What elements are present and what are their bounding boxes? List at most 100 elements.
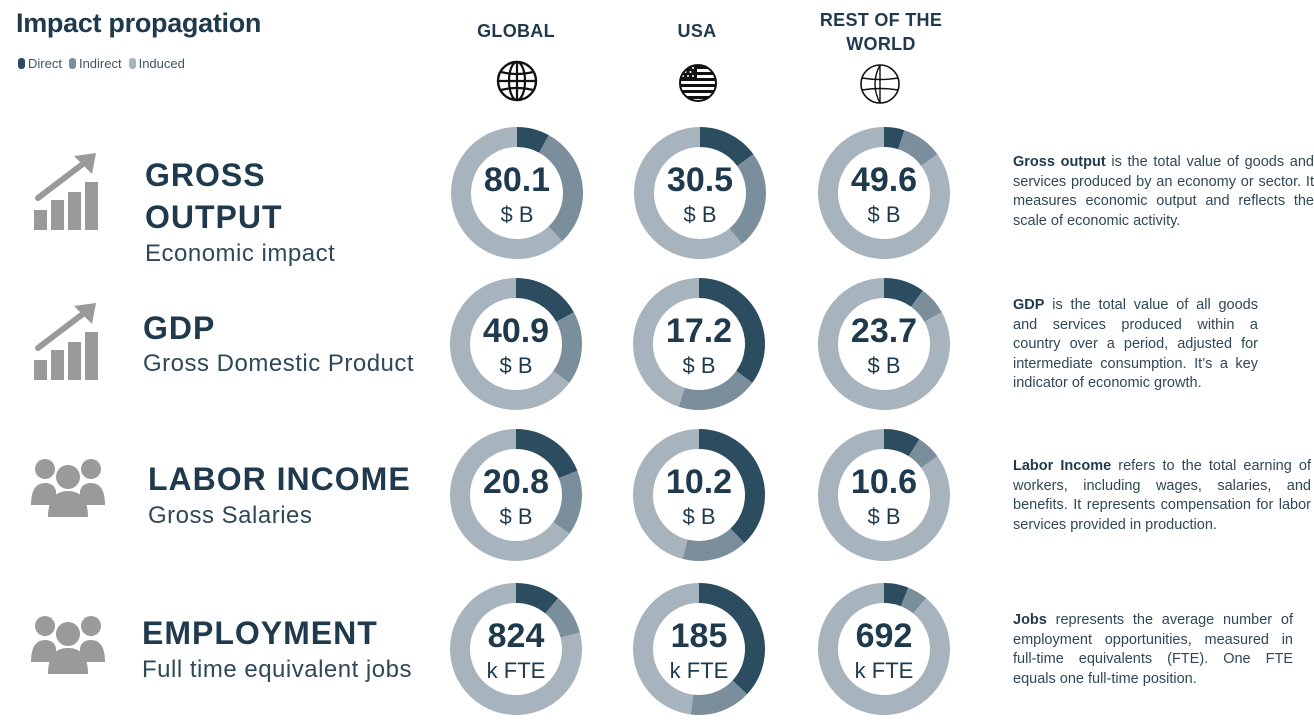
legend-swatch-indirect xyxy=(68,58,76,69)
induced-segment xyxy=(634,127,743,259)
direct-segment xyxy=(698,429,765,544)
people-group-icon xyxy=(31,616,105,674)
donut-value: 185 xyxy=(671,617,728,655)
description-term: Gross output xyxy=(1013,154,1106,170)
induced-segment xyxy=(633,429,700,559)
metric-title-employment: EMPLOYMENT xyxy=(142,612,378,654)
direct-segment xyxy=(698,583,765,695)
donut-unit: $ B xyxy=(500,202,533,227)
legend-item-direct: Direct xyxy=(18,56,62,71)
metric-title-line: EMPLOYMENT xyxy=(142,615,378,651)
globe-icon xyxy=(496,60,538,102)
induced-segment xyxy=(818,127,950,259)
description-gross-output: Gross output is the total value of goods… xyxy=(1013,153,1314,231)
description-text: is the total value of all goods and serv… xyxy=(1013,297,1258,391)
direct-segment xyxy=(698,278,765,383)
donut-value: 10.6 xyxy=(851,463,917,501)
donut-unit: k FTE xyxy=(855,658,914,683)
donut-employment-usa: 185 k FTE xyxy=(633,583,765,715)
donut-unit: $ B xyxy=(867,202,900,227)
indirect-segment xyxy=(552,312,582,383)
indirect-segment xyxy=(538,135,583,242)
donut-unit: $ B xyxy=(867,504,900,529)
direct-segment xyxy=(515,429,578,479)
indirect-segment xyxy=(682,528,745,561)
legend-swatch-direct xyxy=(18,58,25,69)
globe-outline-icon xyxy=(860,64,900,104)
donut-labor-income-rest-of-world: 10.6 $ B xyxy=(818,429,950,561)
donut-value: 23.7 xyxy=(851,312,917,350)
donut-unit: $ B xyxy=(499,504,532,529)
description-gdp: GDP is the total value of all goods and … xyxy=(1013,296,1258,394)
legend: Direct Indirect Induced xyxy=(18,56,185,71)
indirect-segment xyxy=(908,439,938,469)
indirect-segment xyxy=(690,680,748,715)
description-text: refers to the total earning of workers, … xyxy=(1013,458,1311,533)
bar-chart-growth-icon xyxy=(34,153,98,230)
donut-employment-rest-of-world: 692 k FTE xyxy=(818,583,950,715)
donut-value: 49.6 xyxy=(851,161,917,199)
metric-title-line: LABOR INCOME xyxy=(148,461,411,497)
donut-gdp-usa: 17.2 $ B xyxy=(633,278,765,410)
donut-unit: $ B xyxy=(867,353,900,378)
indirect-segment xyxy=(910,290,942,323)
donut-value: 10.2 xyxy=(666,463,732,501)
donut-unit: k FTE xyxy=(670,658,729,683)
legend-swatch-induced xyxy=(128,58,136,69)
metric-title-line: OUTPUT xyxy=(145,199,283,235)
donut-gross-output-usa: 30.5 $ B xyxy=(634,127,766,259)
legend-item-induced: Induced xyxy=(128,56,185,71)
metric-subtitle-gross-output: Economic impact xyxy=(145,240,336,267)
indirect-segment xyxy=(678,370,753,410)
donut-gross-output-global: 80.1 $ B xyxy=(451,127,583,259)
induced-segment xyxy=(633,583,700,715)
description-term: GDP xyxy=(1013,297,1045,313)
us-flag-icon xyxy=(679,64,717,102)
induced-segment xyxy=(633,278,700,407)
description-text: is the total value of goods and services… xyxy=(1013,154,1314,229)
legend-label-indirect: Indirect xyxy=(78,56,122,71)
donut-value: 80.1 xyxy=(484,161,550,199)
indirect-segment xyxy=(900,587,927,614)
direct-segment xyxy=(883,278,923,308)
donut-value: 20.8 xyxy=(483,463,549,501)
donut-value: 824 xyxy=(488,617,545,655)
description-term: Jobs xyxy=(1013,612,1047,628)
induced-segment xyxy=(818,583,950,715)
bar-chart-growth-icon xyxy=(34,303,98,380)
metric-title-labor-income: LABOR INCOME xyxy=(148,458,411,500)
direct-segment xyxy=(515,278,574,323)
induced-segment xyxy=(451,127,563,259)
donut-unit: $ B xyxy=(682,504,715,529)
indirect-segment xyxy=(728,154,766,244)
metric-title-gdp: GDP xyxy=(143,307,215,349)
direct-segment xyxy=(516,127,549,153)
metric-subtitle-labor-income: Gross Salaries xyxy=(148,502,313,529)
legend-item-indirect: Indirect xyxy=(68,56,122,71)
metric-subtitle-gdp: Gross Domestic Product xyxy=(143,350,415,377)
column-header-global: GLOBAL xyxy=(477,21,555,41)
direct-segment xyxy=(883,127,905,150)
indirect-segment xyxy=(544,598,580,639)
donut-gdp-global: 40.9 $ B xyxy=(450,278,582,410)
induced-segment xyxy=(450,583,582,715)
metric-subtitle-employment: Full time equivalent jobs xyxy=(142,656,412,683)
donut-gross-output-rest-of-world: 49.6 $ B xyxy=(818,127,950,259)
donut-value: 30.5 xyxy=(667,161,733,199)
legend-label-induced: Induced xyxy=(138,56,185,71)
direct-segment xyxy=(699,127,754,167)
description-term: Labor Income xyxy=(1013,458,1112,474)
donut-gdp-rest-of-world: 23.7 $ B xyxy=(818,278,950,410)
metric-title-line: GDP xyxy=(143,310,216,346)
donut-labor-income-global: 20.8 $ B xyxy=(450,429,582,561)
donut-unit: $ B xyxy=(499,353,532,378)
induced-segment xyxy=(450,278,570,410)
direct-segment xyxy=(883,429,920,457)
page-title: Impact propagation xyxy=(16,8,262,38)
induced-segment xyxy=(450,429,570,561)
description-employment: Jobs represents the average number of em… xyxy=(1013,611,1293,689)
donut-value: 40.9 xyxy=(483,312,549,350)
direct-segment xyxy=(515,583,559,614)
induced-segment xyxy=(818,278,950,410)
metric-title-gross-output: GROSS OUTPUT xyxy=(145,154,283,238)
